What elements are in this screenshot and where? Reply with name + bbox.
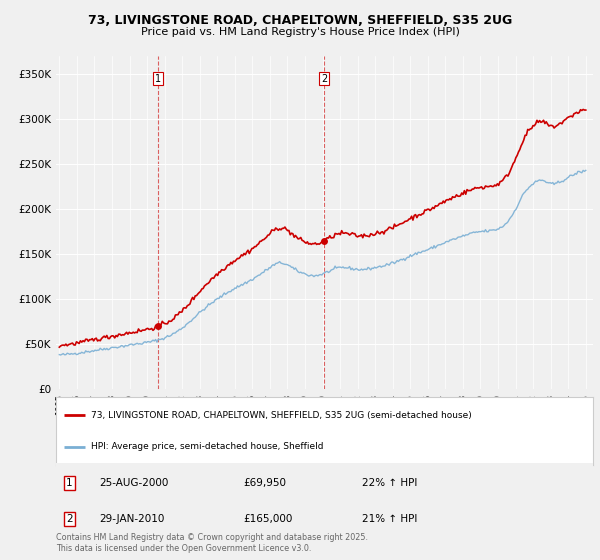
Text: Contains HM Land Registry data © Crown copyright and database right 2025.
This d: Contains HM Land Registry data © Crown c… — [56, 533, 368, 553]
Text: 1: 1 — [66, 478, 73, 488]
Text: £165,000: £165,000 — [244, 514, 293, 524]
Text: Price paid vs. HM Land Registry's House Price Index (HPI): Price paid vs. HM Land Registry's House … — [140, 27, 460, 37]
Text: 2: 2 — [66, 514, 73, 524]
Text: HPI: Average price, semi-detached house, Sheffield: HPI: Average price, semi-detached house,… — [91, 442, 323, 451]
Text: 2: 2 — [321, 73, 327, 83]
Text: 29-JAN-2010: 29-JAN-2010 — [99, 514, 164, 524]
Text: 73, LIVINGSTONE ROAD, CHAPELTOWN, SHEFFIELD, S35 2UG (semi-detached house): 73, LIVINGSTONE ROAD, CHAPELTOWN, SHEFFI… — [91, 411, 472, 420]
Text: 21% ↑ HPI: 21% ↑ HPI — [362, 514, 417, 524]
Text: 22% ↑ HPI: 22% ↑ HPI — [362, 478, 417, 488]
Text: 1: 1 — [155, 73, 161, 83]
Text: 25-AUG-2000: 25-AUG-2000 — [99, 478, 168, 488]
Text: 73, LIVINGSTONE ROAD, CHAPELTOWN, SHEFFIELD, S35 2UG: 73, LIVINGSTONE ROAD, CHAPELTOWN, SHEFFI… — [88, 14, 512, 27]
Text: £69,950: £69,950 — [244, 478, 287, 488]
